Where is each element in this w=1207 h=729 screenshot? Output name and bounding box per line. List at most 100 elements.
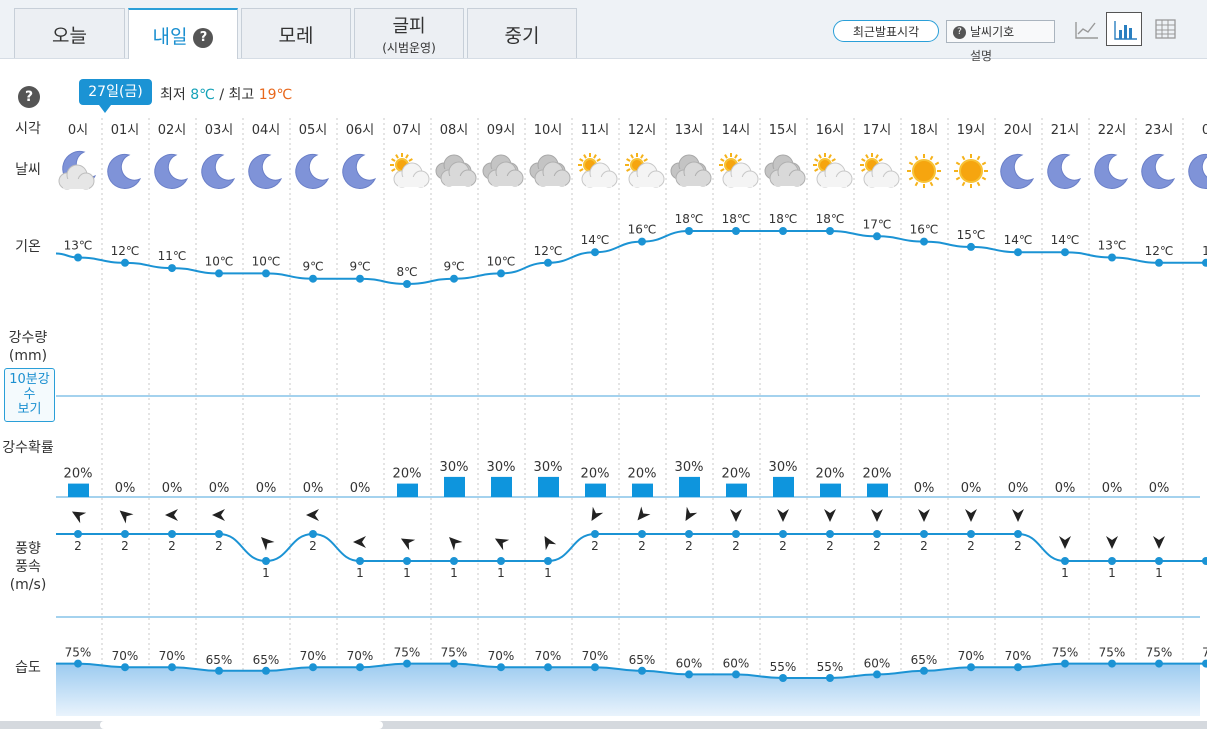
wind-point [215, 530, 223, 538]
wind-arrow-icon [261, 537, 275, 551]
cloudy-icon [764, 154, 806, 187]
temperature-point [497, 269, 505, 278]
hour-tick-label: 06시 [346, 123, 375, 138]
line-chart-icon[interactable] [1068, 12, 1104, 46]
humidity-point [873, 670, 881, 679]
wind-speed-label: 2 [168, 539, 176, 553]
hour-tick-label: 19시 [957, 123, 986, 138]
sun-core [912, 159, 936, 183]
wind-speed-label: 2 [732, 539, 740, 553]
sunny-icon [907, 154, 941, 188]
sun-ray [583, 154, 587, 159]
temperature-point [685, 227, 693, 235]
horizontal-scrollbar[interactable] [0, 721, 1207, 729]
precip-prob-label: 30% [534, 460, 563, 475]
humidity-point [967, 663, 975, 672]
precip-prob-bar [538, 476, 559, 497]
wind-arrow-icon [212, 509, 225, 521]
cloud-part [539, 176, 565, 186]
wind-point [591, 530, 599, 538]
hour-tick-label: 01시 [111, 123, 140, 138]
wind-arrow-shape [824, 509, 836, 522]
moon-icon [1000, 153, 1035, 189]
humidity-point [638, 666, 646, 675]
wind-arrow-shape [494, 538, 510, 551]
weather-symbol-sub: 설명 [970, 49, 993, 63]
wind-point [1108, 557, 1116, 565]
tab-day-after[interactable]: 모레 [241, 8, 351, 58]
tab-tomorrow[interactable]: 내일? [128, 8, 238, 59]
humidity-label: 75% [1099, 646, 1126, 660]
wind-speed-label: 2 [121, 539, 129, 553]
precip-prob-label: 0% [1055, 481, 1076, 496]
scrollbar-thumb[interactable] [100, 721, 383, 729]
hour-tick-label: 02시 [158, 123, 187, 138]
temperature-label: 13℃ [64, 239, 93, 253]
precip-prob-label: 0% [1102, 481, 1123, 496]
sun-ray [579, 158, 584, 162]
rain10-label-2: 수 [23, 387, 36, 402]
bar-chart-icon[interactable] [1106, 12, 1142, 46]
wind-point [732, 530, 740, 538]
tab-third-day[interactable]: 글피 (시범운영) [354, 8, 464, 58]
rain10-label-3: 보기 [17, 402, 42, 417]
wind-point [168, 530, 176, 538]
humidity-label: 55% [770, 660, 797, 674]
wind-point [121, 530, 129, 538]
moon-icon [248, 153, 283, 189]
precip-prob-label: 20% [722, 467, 751, 482]
precip-prob-label: 30% [487, 460, 516, 475]
temperature-point [121, 258, 129, 267]
hour-tick-label: 18시 [910, 123, 939, 138]
precip-prob-label: 0% [303, 481, 324, 496]
sun-ray [593, 154, 597, 159]
sun-ray [955, 176, 961, 181]
humidity-label: 70% [958, 649, 985, 663]
tab-midterm-label: 중기 [504, 25, 540, 47]
humidity-label: 65% [206, 653, 233, 667]
humidity-label: 75% [394, 646, 421, 660]
wind-arrow-shape [685, 506, 698, 522]
weather-symbol-button[interactable]: ? 날씨기호 [946, 20, 1055, 43]
wind-speed-label: 1 [544, 566, 552, 580]
temperature-point [168, 264, 176, 273]
wind-speed-label: 2 [74, 539, 82, 553]
wind-point [74, 530, 82, 538]
help-icon[interactable]: ? [18, 86, 40, 108]
latest-release-button[interactable]: 최근발표시각 [833, 20, 939, 42]
wind-speed-label: 1 [403, 566, 411, 580]
temperature-label: 15℃ [957, 228, 986, 242]
hour-tick-label: 14시 [722, 123, 751, 138]
temperature-label: 18℃ [769, 212, 798, 226]
hour-tick-label: 12시 [628, 123, 657, 138]
moon-shape [1000, 153, 1035, 189]
ten-minute-rain-button[interactable]: 10분강 수 보기 [4, 368, 55, 422]
wind-point [309, 530, 317, 538]
precip-prob-bar [773, 476, 794, 497]
wind-arrow-shape [918, 509, 930, 522]
temperature-label: 1 [1202, 244, 1207, 258]
wind-arrow-icon [965, 509, 977, 522]
weather-symbol-label: 날씨기호 [970, 25, 1015, 39]
sun-ray [734, 154, 738, 159]
precip-prob-label: 20% [628, 467, 657, 482]
wind-arrow-icon [1153, 536, 1165, 549]
humidity-label: 65% [911, 653, 938, 667]
wind-arrow-shape [1153, 536, 1165, 549]
wind-unit: (m/s) [9, 577, 47, 593]
hour-tick-label: 22시 [1098, 123, 1127, 138]
humidity-label: 70% [112, 649, 139, 663]
tab-today[interactable]: 오늘 [14, 8, 125, 58]
help-icon[interactable]: ? [193, 27, 214, 48]
tab-midterm[interactable]: 중기 [467, 8, 577, 58]
moon-icon [154, 153, 189, 189]
sun-ray [861, 168, 866, 172]
sun-ray [934, 176, 940, 181]
table-icon[interactable] [1147, 12, 1183, 46]
moon-shape [154, 153, 189, 189]
row-label-wind: 풍향 풍속 (m/s) [0, 540, 56, 594]
cloudy-icon [670, 154, 712, 187]
wind-speed-label: 2 [826, 539, 834, 553]
wind-speed-label: 2 [685, 539, 693, 553]
temperature-label: 12℃ [1145, 244, 1174, 258]
